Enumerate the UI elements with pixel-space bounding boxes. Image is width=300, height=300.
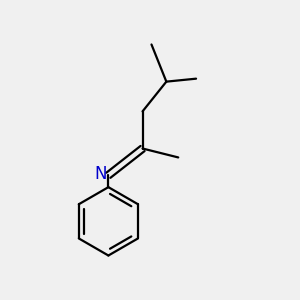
Text: N: N [95,165,107,183]
